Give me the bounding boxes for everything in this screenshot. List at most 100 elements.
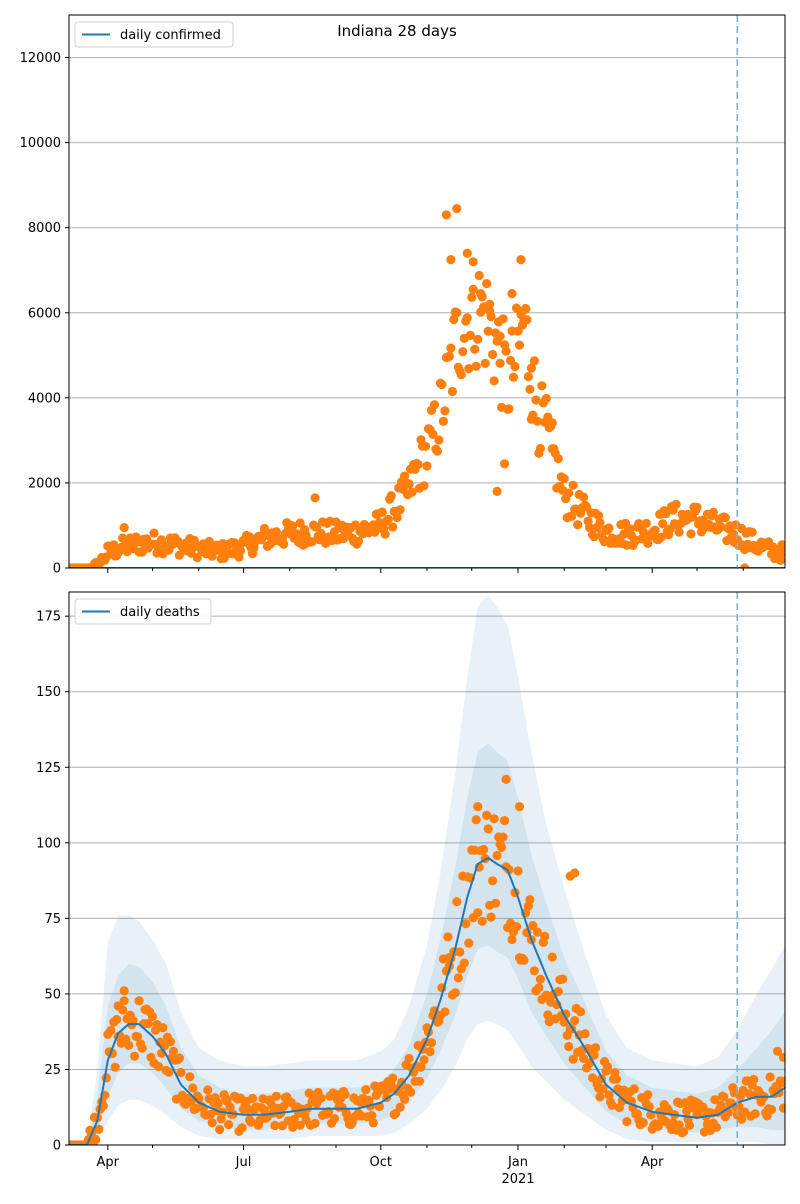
data-point xyxy=(91,1134,101,1145)
data-point xyxy=(495,331,505,341)
data-point xyxy=(559,474,569,484)
data-point xyxy=(507,289,517,299)
data-point xyxy=(750,1109,760,1119)
data-point xyxy=(295,518,305,528)
legend: daily confirmed xyxy=(74,21,234,48)
data-point xyxy=(204,536,214,547)
data-point xyxy=(658,519,668,529)
data-point xyxy=(477,916,487,926)
data-point xyxy=(164,1067,174,1077)
data-point xyxy=(461,919,471,929)
data-point xyxy=(462,248,472,258)
data-point xyxy=(532,927,543,937)
data-point xyxy=(564,1041,574,1052)
data-point xyxy=(367,1111,377,1121)
data-point xyxy=(498,314,508,324)
data-point xyxy=(473,908,483,918)
y-tick-label: 6000 xyxy=(28,306,61,321)
data-point xyxy=(720,513,730,523)
data-point xyxy=(458,347,468,357)
data-point xyxy=(767,1104,777,1115)
data-point xyxy=(470,344,480,354)
data-point xyxy=(246,1117,256,1127)
data-point xyxy=(514,340,525,350)
data-point xyxy=(449,314,459,325)
y-tick-label: 0 xyxy=(53,1139,61,1154)
data-point xyxy=(511,922,522,932)
data-point xyxy=(426,1038,437,1048)
y-tick-label: 50 xyxy=(44,987,61,1002)
data-point xyxy=(485,299,495,309)
data-point xyxy=(744,1089,754,1099)
legend-label: daily deaths xyxy=(120,605,200,620)
data-point xyxy=(444,351,454,361)
data-point xyxy=(215,1124,225,1135)
data-point xyxy=(692,502,702,512)
data-point xyxy=(488,349,498,360)
data-point xyxy=(153,1061,164,1072)
data-point xyxy=(497,842,507,853)
data-point xyxy=(192,553,202,563)
data-point xyxy=(656,532,666,542)
data-point xyxy=(762,1111,772,1121)
data-point xyxy=(397,1077,407,1087)
data-point xyxy=(420,441,431,451)
x-tick-label: Jan xyxy=(507,1155,528,1170)
panel-deaths: 0 25 50 75 100 125 150 175 Apr Jul Oct Jan Apr 2021 da… xyxy=(36,591,786,1187)
data-point xyxy=(482,279,492,289)
data-point xyxy=(595,1092,605,1102)
data-point xyxy=(446,343,456,353)
data-point xyxy=(388,1073,398,1083)
data-point xyxy=(573,520,583,530)
data-point xyxy=(188,1083,198,1093)
data-point xyxy=(432,446,442,456)
data-point xyxy=(185,1072,195,1082)
data-point xyxy=(568,480,578,490)
data-point xyxy=(483,326,493,336)
data-point xyxy=(462,313,472,323)
data-point xyxy=(516,255,526,265)
figure-title: Indiana 28 days xyxy=(337,22,457,40)
data-point xyxy=(674,1120,684,1130)
data-point xyxy=(541,393,551,404)
data-point xyxy=(491,898,501,908)
data-point xyxy=(237,1123,247,1133)
data-point xyxy=(629,1084,639,1094)
data-point xyxy=(540,931,550,942)
data-point xyxy=(511,303,522,313)
data-point xyxy=(464,364,474,374)
data-point xyxy=(547,418,557,428)
data-point xyxy=(532,416,543,426)
data-point xyxy=(589,1050,599,1060)
data-point xyxy=(429,400,440,410)
data-point xyxy=(500,459,510,469)
data-point xyxy=(684,1120,695,1130)
data-point xyxy=(529,356,540,366)
data-point xyxy=(438,416,448,426)
data-point xyxy=(434,435,444,445)
data-point xyxy=(486,912,496,922)
data-point xyxy=(270,1120,280,1131)
data-point xyxy=(529,966,540,976)
data-point xyxy=(225,1102,235,1112)
data-point xyxy=(553,986,563,997)
data-point xyxy=(143,1019,153,1029)
data-point xyxy=(119,986,129,996)
data-point xyxy=(650,525,660,535)
data-point xyxy=(288,521,298,531)
data-point xyxy=(156,535,167,545)
data-point xyxy=(602,1062,613,1072)
data-point xyxy=(456,370,466,380)
data-point xyxy=(482,810,492,821)
data-point xyxy=(653,1121,663,1131)
data-point xyxy=(525,895,535,905)
data-point xyxy=(413,459,423,470)
data-point xyxy=(547,952,557,962)
data-point xyxy=(747,527,757,537)
data-point xyxy=(489,376,499,386)
y-tick-label: 8000 xyxy=(28,221,61,236)
data-point xyxy=(558,974,568,984)
data-point xyxy=(638,1118,648,1128)
data-point xyxy=(380,529,390,539)
data-point xyxy=(780,543,785,553)
